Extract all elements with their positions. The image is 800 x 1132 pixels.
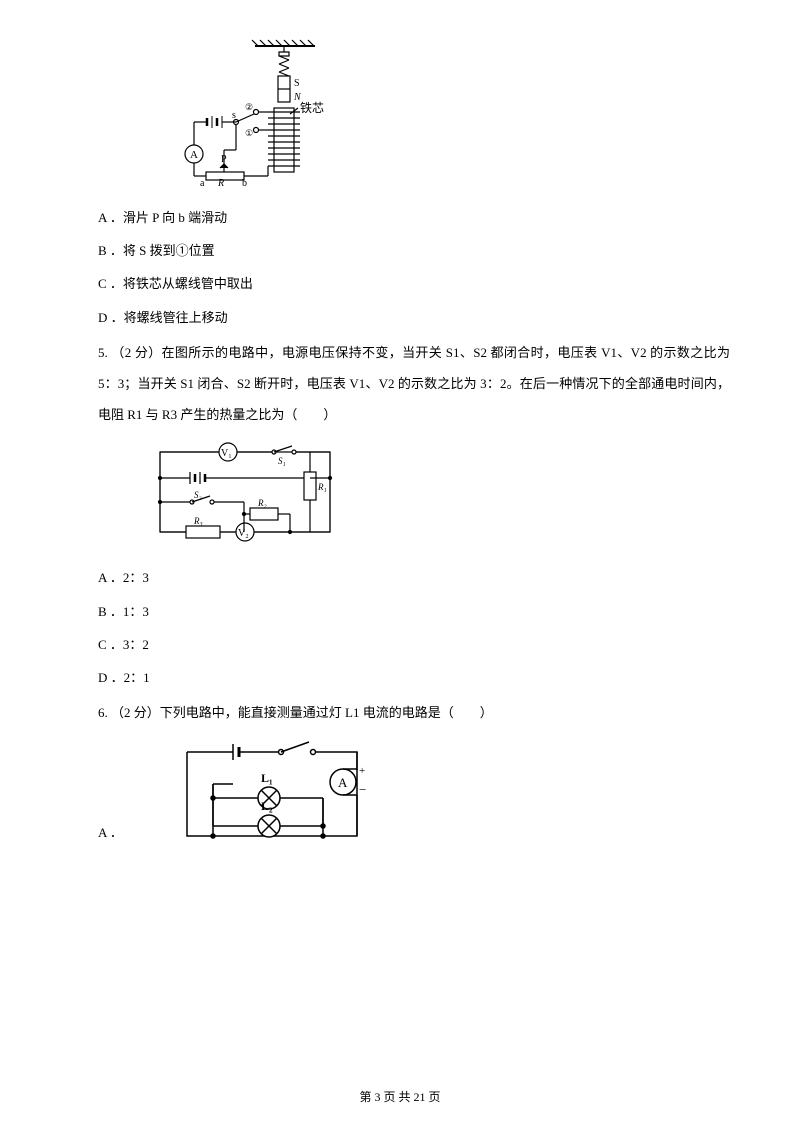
svg-text:V₁: V₁ [221, 448, 232, 459]
page-footer: 第 3 页 共 21 页 [0, 1083, 800, 1112]
svg-text:b: b [242, 178, 247, 188]
q6-text: 6. （2 分）下列电路中，能直接测量通过灯 L1 电流的电路是（ ） [70, 697, 730, 728]
q5-text: 5. （2 分）在图所示的电路中，电源电压保持不变，当开关 S1、S2 都闭合时… [70, 337, 730, 431]
svg-text:①: ① [245, 128, 253, 138]
q4-option-a: A ．滑片 P 向 b 端滑动 [70, 202, 730, 233]
svg-text:s: s [232, 110, 236, 121]
svg-text:R₃: R₃ [193, 516, 203, 526]
svg-text:A: A [338, 775, 348, 790]
svg-text:A: A [190, 149, 198, 161]
svg-text:L₁: L₁ [261, 771, 273, 785]
q5-option-d: D ．2：1 [70, 662, 730, 693]
q4-option-c: C ．将铁芯从螺线管中取出 [70, 268, 730, 299]
svg-text:L₂: L₂ [261, 799, 273, 813]
q4-option-b: B ．将 S 拨到①位置 [70, 235, 730, 266]
figure-circuit-voltmeters: V₁ S₁ R₁ S₂ R₂ [150, 438, 730, 548]
svg-text:R: R [217, 178, 224, 188]
q5-option-c: C ．3：2 [70, 629, 730, 660]
figure-circuit-ammeter: A + − L₁ L₂ [173, 732, 373, 852]
figure-electromagnet: S N 铁芯 ② ① s [150, 38, 730, 188]
q4-option-d: D ．将螺线管往上移动 [70, 302, 730, 333]
svg-text:S₁: S₁ [278, 456, 286, 466]
svg-text:V₂: V₂ [238, 528, 249, 539]
svg-text:−: − [359, 782, 366, 797]
svg-text:R₁: R₁ [317, 482, 327, 492]
svg-text:S₂: S₂ [194, 490, 202, 500]
svg-text:R₂: R₂ [257, 498, 267, 508]
q6-option-a-label: A ． [70, 817, 123, 848]
svg-text:a: a [200, 178, 205, 188]
svg-text:②: ② [245, 102, 253, 112]
svg-text:铁芯: 铁芯 [300, 101, 324, 115]
q5-option-a: A ．2：3 [70, 562, 730, 593]
q5-option-b: B ．1：3 [70, 596, 730, 627]
svg-text:S: S [294, 78, 300, 89]
svg-text:+: + [359, 765, 365, 777]
